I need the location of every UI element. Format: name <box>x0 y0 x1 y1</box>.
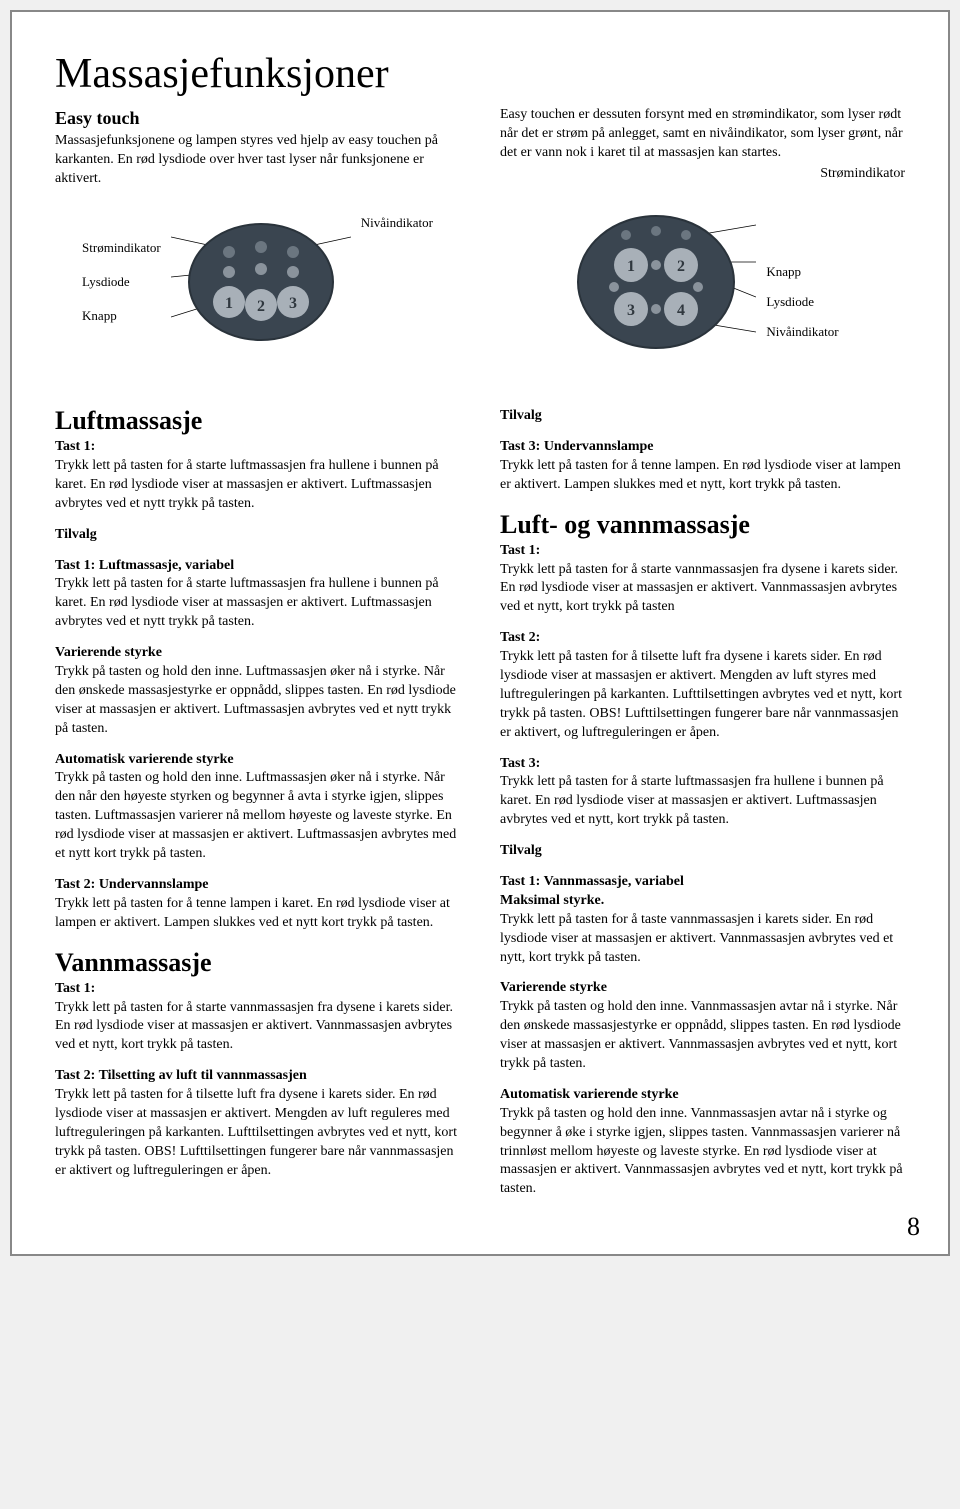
l-vt2-text: Trykk lett på tasten for å tilsette luft… <box>55 1087 457 1178</box>
intro-right-toplabel: Strømindikator <box>500 165 905 184</box>
l-lv-label: Tast 1: Luftmassasje, variabel <box>55 558 234 573</box>
intro-right-text: Easy touchen er dessuten forsynt med en … <box>500 106 905 163</box>
manual-page: Massasjefunksjoner Easy touch Massasjefu… <box>10 10 950 1256</box>
disc2-label-1: Knapp <box>766 264 838 280</box>
r-lt2-text: Trykk lett på tasten for å tilsette luft… <box>500 649 902 740</box>
r-avs-text: Trykk på tasten og hold den inne. Vannma… <box>500 1106 903 1197</box>
l-t2-label: Tast 2: Undervannslampe <box>55 877 209 892</box>
disc1-btn3: 3 <box>289 295 297 312</box>
r-vv-label: Tast 1: Vannmassasje, variabel <box>500 874 684 889</box>
l-tast1-label: Tast 1: <box>55 439 95 454</box>
l-vt2-label: Tast 2: Tilsetting av luft til vannmassa… <box>55 1068 307 1083</box>
luftmassasje-heading: Luftmassasje <box>55 403 460 438</box>
disc1-label-3: Knapp <box>82 308 161 324</box>
disc2-right-labels: . Knapp Lysdiode Nivåindikator <box>766 234 838 340</box>
intro-left: Easy touch Massasjefunksjonene og lampen… <box>55 106 460 189</box>
page-title: Massasjefunksjoner <box>55 50 905 98</box>
r-t3-text: Trykk lett på tasten for å tenne lampen.… <box>500 458 901 492</box>
r-lt1-text: Trykk lett på tasten for å starte vannma… <box>500 562 898 615</box>
intro-row: Easy touch Massasjefunksjonene og lampen… <box>55 106 905 189</box>
disc2-label-3: Nivåindikator <box>766 324 838 340</box>
r-lt2-label: Tast 2: <box>500 630 540 645</box>
l-vt1-label: Tast 1: <box>55 981 95 996</box>
l-t2-text: Trykk lett på tasten for å tenne lampen … <box>55 896 450 930</box>
l-tast1-text: Trykk lett på tasten for å starte luftma… <box>55 458 439 511</box>
disc1-right-label: Nivåindikator <box>361 215 433 231</box>
r-tilvalg1: Tilvalg <box>500 408 542 423</box>
disc1-btn1: 1 <box>225 295 233 312</box>
disc2-btn2: 2 <box>677 258 685 275</box>
disc2-svg: 1 2 3 4 <box>566 207 756 357</box>
r-lt3-label: Tast 3: <box>500 756 540 771</box>
left-column: Luftmassasje Tast 1: Trykk lett på taste… <box>55 397 460 1211</box>
disc-row: Strømindikator Lysdiode Knapp <box>55 207 905 357</box>
disc1-btn2: 2 <box>257 298 265 315</box>
body-columns: Luftmassasje Tast 1: Trykk lett på taste… <box>55 397 905 1211</box>
r-tilvalg2: Tilvalg <box>500 843 542 858</box>
disc2-container: 1 2 3 4 . Knapp Lysdiode Nivåindikator <box>500 207 905 357</box>
intro-left-text: Massasjefunksjonene og lampen styres ved… <box>55 132 460 189</box>
disc2-btn1: 1 <box>627 258 635 275</box>
l-lv-text: Trykk lett på tasten for å starte luftma… <box>55 576 439 629</box>
r-vs-label: Varierende styrke <box>500 980 607 995</box>
l-tilvalg1: Tilvalg <box>55 527 97 542</box>
r-vs-text: Trykk på tasten og hold den inne. Vannma… <box>500 999 901 1071</box>
vannmassasje-heading: Vannmassasje <box>55 945 460 980</box>
r-avs-label: Automatisk varierende styrke <box>500 1087 679 1102</box>
disc2-btn3: 3 <box>627 302 635 319</box>
disc2-btn4: 4 <box>677 302 685 319</box>
intro-right: Easy touchen er dessuten forsynt med en … <box>500 106 905 189</box>
r-vv-label2: Maksimal styrke. <box>500 893 604 908</box>
right-column: Tilvalg Tast 3: Undervannslampe Trykk le… <box>500 397 905 1211</box>
r-lt3-text: Trykk lett på tasten for å starte luftma… <box>500 774 884 827</box>
l-avs-label: Automatisk varierende styrke <box>55 752 234 767</box>
l-vs-label: Varierende styrke <box>55 645 162 660</box>
disc1-container: Strømindikator Lysdiode Knapp <box>55 207 460 357</box>
l-vs-text: Trykk på tasten og hold den inne. Luftma… <box>55 664 456 736</box>
r-t3-label: Tast 3: Undervannslampe <box>500 439 654 454</box>
disc1-label-2: Lysdiode <box>82 274 161 290</box>
disc1-label-1: Strømindikator <box>82 240 161 256</box>
disc1-svg: 1 2 3 <box>171 217 351 347</box>
intro-subtitle: Easy touch <box>55 106 460 130</box>
disc1-left-labels: Strømindikator Lysdiode Knapp <box>82 240 161 324</box>
r-vv-text: Trykk lett på tasten for å taste vannmas… <box>500 912 893 965</box>
page-content: Massasjefunksjoner Easy touch Massasjefu… <box>47 42 913 1219</box>
luft-vann-heading: Luft- og vannmassasje <box>500 507 905 542</box>
r-lt1-label: Tast 1: <box>500 543 540 558</box>
l-vt1-text: Trykk lett på tasten for å starte vannma… <box>55 1000 453 1053</box>
disc2-label-2: Lysdiode <box>766 294 838 310</box>
l-avs-text: Trykk på tasten og hold den inne. Luftma… <box>55 770 456 861</box>
page-number: 8 <box>907 1212 920 1242</box>
